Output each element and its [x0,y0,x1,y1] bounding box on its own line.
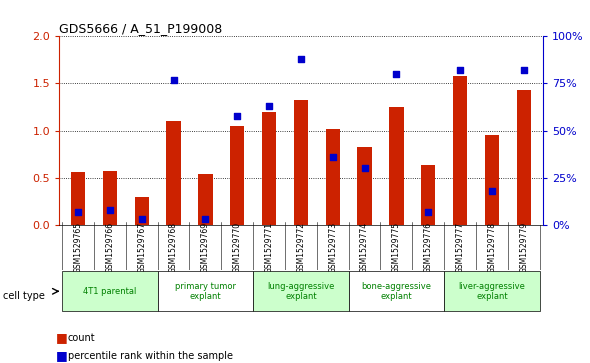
Bar [326,129,340,225]
Bar [389,107,404,225]
Text: GSM1529776: GSM1529776 [424,222,432,273]
Text: GSM1529773: GSM1529773 [328,222,337,273]
Bar [453,76,467,225]
Point [137,216,146,222]
Text: GSM1529777: GSM1529777 [455,222,464,273]
Text: GSM1529770: GSM1529770 [232,222,242,273]
Text: bone-aggressive
explant: bone-aggressive explant [362,282,431,301]
Point [264,103,274,109]
Text: percentile rank within the sample: percentile rank within the sample [68,351,233,361]
Point [519,68,529,73]
Bar [158,271,253,311]
Point [424,209,433,215]
Text: liver-aggressive
explant: liver-aggressive explant [458,282,525,301]
Text: GSM1529767: GSM1529767 [137,222,146,273]
Text: lung-aggressive
explant: lung-aggressive explant [267,282,335,301]
Text: GSM1529765: GSM1529765 [74,222,83,273]
Point [328,154,337,160]
Text: ■: ■ [56,349,68,362]
Bar [230,126,244,225]
Point [201,216,210,222]
Text: GSM1529775: GSM1529775 [392,222,401,273]
Text: GSM1529768: GSM1529768 [169,222,178,273]
Point [487,188,497,194]
Point [169,77,178,83]
Bar [516,90,531,225]
Text: GSM1529771: GSM1529771 [264,222,274,273]
Bar [135,197,149,225]
Point [105,207,114,213]
Point [296,56,306,62]
Point [392,71,401,77]
Text: primary tumor
explant: primary tumor explant [175,282,236,301]
Text: GSM1529779: GSM1529779 [519,222,528,273]
Bar [103,171,117,225]
Text: GSM1529778: GSM1529778 [487,222,496,273]
Point [232,113,242,118]
Bar [166,121,181,225]
Text: GSM1529774: GSM1529774 [360,222,369,273]
Bar [62,271,158,311]
Bar [421,165,435,225]
Bar [349,271,444,311]
Bar [262,112,276,225]
Text: GSM1529772: GSM1529772 [296,222,306,273]
Text: GSM1529769: GSM1529769 [201,222,210,273]
Text: GSM1529766: GSM1529766 [106,222,114,273]
Point [455,68,465,73]
Bar [71,172,86,225]
Bar [294,99,308,225]
Text: count: count [68,333,96,343]
Text: cell type: cell type [3,291,45,301]
Point [360,166,369,171]
Text: GDS5666 / A_51_P199008: GDS5666 / A_51_P199008 [59,22,222,35]
Point [73,209,83,215]
Bar [253,271,349,311]
Bar [444,271,540,311]
Bar [485,135,499,225]
Text: 4T1 parental: 4T1 parental [83,287,137,296]
Bar [358,147,372,225]
Text: ■: ■ [56,331,68,344]
Bar [198,174,212,225]
